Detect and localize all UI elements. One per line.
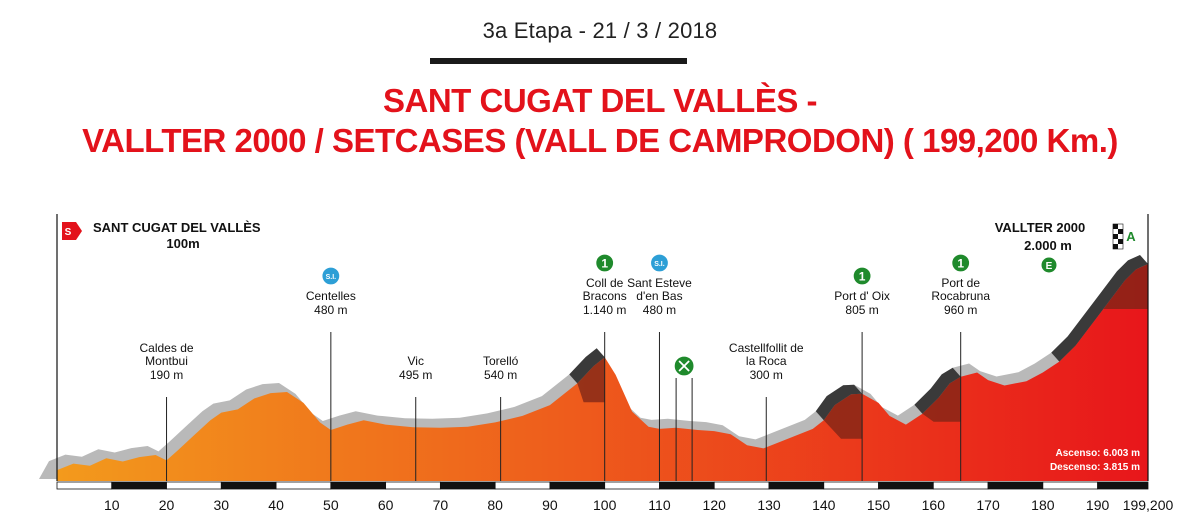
ascent-stat: Ascenso: 6.003 m [1056,448,1141,459]
finish-category-label: E [1046,261,1053,272]
waypoint-label: Sant Esteve d'en Bas [627,276,692,303]
waypoint-altitude: 540 m [484,368,517,382]
axis-segment [494,481,551,490]
waypoint-altitude: 1.140 m [583,303,626,317]
axis-segment [275,481,332,490]
badge-label: 1 [957,257,964,271]
waypoint-altitude: 495 m [399,368,432,382]
x-tick-label: 190 [1086,497,1110,513]
axis-segment [111,481,167,490]
route-title-line2: VALLTER 2000 / SETCASES (VALL DE CAMPROD… [82,122,1118,159]
waypoint-label: Castellfollit de la Roca [729,341,804,368]
axis-segment [713,481,770,490]
waypoint-altitude: 960 m [944,303,977,317]
start-flag-icon [62,222,82,240]
checkered-flag-icon [1112,223,1124,250]
x-tick-label: 150 [867,497,891,513]
axis-segment [932,481,989,490]
x-tick-label: 60 [378,497,394,513]
x-tick-label: 160 [922,497,946,513]
waypoint-label: Port de Rocabruna [931,276,990,303]
axis-segment [604,481,660,490]
finish-altitude: 2.000 m [1024,238,1072,253]
axis-segment [1097,481,1149,490]
badge-label: S.I. [326,274,337,281]
start-name: SANT CUGAT DEL VALLÈS [93,220,261,235]
x-tick-label: 170 [976,497,1000,513]
climb-facet-3 [922,376,961,422]
axis-segment [220,481,277,490]
climb-facet-1 [577,357,605,403]
axis-segment [56,481,113,490]
intermediate-sprint-icon [649,253,670,273]
stage-date: 3a Etapa - 21 / 3 / 2018 [482,18,718,43]
waypoint-label: Torelló [483,354,519,368]
axis-segment [987,481,1044,490]
x-tick-label: 10 [104,497,120,513]
finish-badge-label: A [1126,229,1136,244]
x-tick-label: 50 [323,497,339,513]
climb-ridge-3 [914,367,961,414]
stage-underline [430,58,687,64]
x-tick-label: 40 [268,497,284,513]
waypoint-altitude: 480 m [314,303,347,317]
axis-segment [549,481,606,490]
waypoint-label: Caldes de Montbui [140,341,194,368]
descent-stat: Descenso: 3.815 m [1050,462,1140,473]
waypoint-label: Port d' Oix [834,289,890,303]
x-tick-label: 130 [757,497,781,513]
axis-segment [330,481,387,490]
x-tick-label: 100 [593,497,617,513]
axis-segment [659,481,715,490]
x-tick-label: 70 [433,497,449,513]
climb-ridge-1 [569,348,605,384]
climb-facet-2 [823,393,863,439]
axis-segment [823,481,879,490]
finish-name: VALLTER 2000 [995,220,1086,235]
axis-segment [166,481,222,490]
x-tick-label: 30 [214,497,230,513]
x-tick-label: 120 [703,497,727,513]
waypoint-altitude: 300 m [750,368,783,382]
special-category-icon [1040,256,1058,274]
feed-zone-glyph [678,360,690,372]
climb-category-icon [951,253,971,273]
waypoint-label: Coll de Bracons [583,276,627,303]
axis-segment [1042,481,1099,490]
waypoint-altitude: 805 m [845,303,878,317]
waypoint-label: Vic [408,354,424,368]
waypoint-altitude: 190 m [150,368,183,382]
route-title-line1: SANT CUGAT DEL VALLÈS - [383,82,818,119]
climb-category-icon [595,253,615,273]
x-tick-label: 199,200 [1123,497,1174,513]
climb-ridge-2 [815,384,863,421]
axis-segment [439,481,496,490]
axis-segment [385,481,441,490]
climb-ridge-4 [1051,255,1148,362]
badge-label: S.I. [654,261,665,268]
axis-segment [768,481,825,490]
x-tick-label: 180 [1031,497,1055,513]
climb-category-icon [852,266,872,286]
waypoint-label: Centelles [306,289,356,303]
x-tick-label: 90 [542,497,558,513]
intermediate-sprint-icon [321,266,341,286]
x-tick-label: 20 [159,497,175,513]
badge-label: 1 [601,257,608,271]
axis-segment [878,481,934,490]
start-badge-label: S [65,227,72,238]
waypoint-altitude: 480 m [643,303,676,317]
badge-label: 1 [859,270,866,284]
x-tick-label: 140 [812,497,836,513]
x-tick-label: 80 [487,497,503,513]
start-altitude: 100m [166,236,199,251]
x-tick-label: 110 [648,497,671,513]
